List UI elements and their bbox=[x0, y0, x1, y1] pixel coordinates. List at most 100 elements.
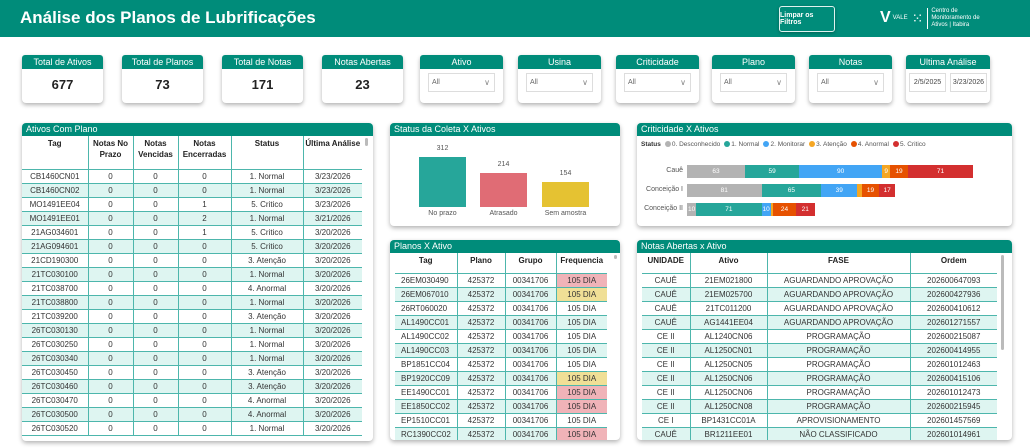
table-row[interactable]: 21AG094601 0 0 0 5. Critico 3/20/2026 bbox=[22, 239, 362, 254]
table-row[interactable]: 26EM067010 425372 00341706 105 DIA bbox=[395, 287, 607, 302]
table-row[interactable]: 21TC038800 0 0 0 1. Normal 3/20/2026 bbox=[22, 295, 362, 310]
table-row[interactable]: 26TC030470 0 0 0 4. Anormal 3/20/2026 bbox=[22, 393, 362, 408]
filter-dropdown[interactable]: All ∨ bbox=[720, 73, 787, 92]
bar-segment[interactable]: 71 bbox=[907, 165, 974, 178]
table-row[interactable]: CE II AL1240CN06 PROGRAMAÇÃO 202600215087 bbox=[642, 329, 997, 344]
column-header[interactable]: FASE bbox=[767, 253, 911, 274]
bar-segment[interactable]: 24 bbox=[773, 203, 796, 216]
table-row[interactable]: BP1920CC09 425372 00341706 105 DIA bbox=[395, 371, 607, 386]
table-row[interactable]: EP1510CC01 425372 00341706 105 DIA bbox=[395, 413, 607, 428]
bar-segment[interactable]: 90 bbox=[799, 165, 883, 178]
bar-1[interactable] bbox=[480, 172, 527, 207]
bar-segment[interactable] bbox=[857, 184, 862, 197]
table-row[interactable]: AL1490CC01 425372 00341706 105 DIA bbox=[395, 315, 607, 330]
bar-segment[interactable]: 9 bbox=[882, 165, 891, 178]
legend-item[interactable]: 5. Critico bbox=[892, 141, 926, 148]
table-row[interactable]: CAUÊ BR1211EE01 NÃO CLASSIFICADO 2026010149… bbox=[642, 427, 997, 440]
table-row[interactable]: CAUÊ 21TC011200 AGUARDANDO APROVAÇÃO 202600… bbox=[642, 301, 997, 316]
table-row[interactable]: 26TC030500 0 0 0 4. Anormal 3/20/2026 bbox=[22, 407, 362, 422]
column-header[interactable]: Última Análise bbox=[303, 136, 362, 170]
bar-segment[interactable]: 19 bbox=[890, 165, 908, 178]
bar-segment[interactable]: 65 bbox=[761, 184, 822, 197]
legend-item[interactable]: 2. Monitorar bbox=[763, 141, 805, 148]
filter-dropdown[interactable]: All ∨ bbox=[526, 73, 593, 92]
scrollbar[interactable] bbox=[1001, 255, 1004, 350]
table-row[interactable]: 21AG034601 0 0 1 5. Critico 3/20/2026 bbox=[22, 225, 362, 240]
clear-filters-button[interactable]: Limpar os Filtros bbox=[779, 6, 835, 32]
bar-segment[interactable]: 21 bbox=[795, 203, 815, 216]
table-row[interactable]: EE1490CC01 425372 00341706 105 DIA bbox=[395, 385, 607, 400]
filter-dropdown[interactable]: All ∨ bbox=[817, 73, 884, 92]
scrollbar[interactable] bbox=[365, 138, 368, 146]
legend-item[interactable]: 4. Anormal bbox=[850, 141, 889, 148]
table-cell: 0 bbox=[88, 421, 134, 436]
table-cell: 202600647093 bbox=[910, 273, 997, 288]
bar-segment[interactable]: 39 bbox=[821, 184, 858, 197]
bar-segment[interactable]: 63 bbox=[687, 165, 745, 178]
legend-item[interactable]: 3. Atenção bbox=[809, 141, 847, 148]
kpi-value: 23 bbox=[355, 77, 370, 92]
column-header[interactable]: Ativo bbox=[690, 253, 768, 274]
legend-item[interactable]: 0. Desconhecido bbox=[664, 141, 720, 148]
bar-2[interactable] bbox=[542, 182, 589, 207]
table-row[interactable]: CE II AL1250CN05 PROGRAMAÇÃO 202601012463 bbox=[642, 357, 997, 372]
column-header[interactable]: Notas Vencidas bbox=[133, 136, 179, 170]
table-row[interactable]: CE II AL1250CN08 PROGRAMAÇÃO 202600215945 bbox=[642, 399, 997, 414]
bar-segment[interactable]: 10 bbox=[687, 203, 697, 216]
scrollbar[interactable] bbox=[614, 255, 617, 259]
end-date-input[interactable]: 3/23/2026 bbox=[950, 73, 987, 92]
table-row[interactable]: 26RT060020 425372 00341706 105 DIA bbox=[395, 301, 607, 316]
column-header[interactable]: Plano bbox=[457, 253, 506, 274]
column-header[interactable]: Tag bbox=[22, 136, 89, 170]
table-row[interactable]: MO1491EE04 0 0 1 5. Critico 3/23/2026 bbox=[22, 197, 362, 212]
table-row[interactable]: 26TC030250 0 0 0 1. Normal 3/20/2026 bbox=[22, 337, 362, 352]
table-row[interactable]: EE1850CC02 425372 00341706 105 DIA bbox=[395, 399, 607, 414]
column-header[interactable]: Notas No Prazo bbox=[88, 136, 134, 170]
table-row[interactable]: CAUÊ 21EM025700 AGUARDANDO APROVAÇÃO 202600… bbox=[642, 287, 997, 302]
start-date-input[interactable]: 2/5/2025 bbox=[909, 73, 946, 92]
table-row[interactable]: AL1490CC02 425372 00341706 105 DIA bbox=[395, 329, 607, 344]
table-row[interactable]: BP1851CC04 425372 00341706 105 DIA bbox=[395, 357, 607, 372]
table-row[interactable]: CE II AL1250CN06 PROGRAMAÇÃO 202601012473 bbox=[642, 385, 997, 400]
bar-segment[interactable]: 19 bbox=[861, 184, 880, 197]
column-header[interactable]: Status bbox=[231, 136, 304, 170]
table-row[interactable]: CAUÊ AG1441EE04 AGUARDANDO APROVAÇÃO 202601… bbox=[642, 315, 997, 330]
table-row[interactable]: 26TC030520 0 0 0 1. Normal 3/20/2026 bbox=[22, 421, 362, 436]
table-row[interactable]: MO1491EE01 0 0 2 1. Normal 3/21/2026 bbox=[22, 211, 362, 226]
column-header[interactable]: Ordem bbox=[910, 253, 997, 274]
bar-segment[interactable]: 10 bbox=[761, 203, 771, 216]
filter-dropdown[interactable]: All ∨ bbox=[624, 73, 691, 92]
table-row[interactable]: AL1490CC03 425372 00341706 105 DIA bbox=[395, 343, 607, 358]
legend-item[interactable]: 1. Normal bbox=[724, 141, 759, 148]
table-row[interactable]: 26TC030460 0 0 0 3. Atenção 3/20/2026 bbox=[22, 379, 362, 394]
table-row[interactable]: 21CD190300 0 0 0 3. Atenção 3/20/2026 bbox=[22, 253, 362, 268]
table-row[interactable]: 26EM030490 425372 00341706 105 DIA bbox=[395, 273, 607, 288]
bar-segment[interactable]: 71 bbox=[696, 203, 762, 216]
table-row[interactable]: 21TC038700 0 0 0 4. Anormal 3/20/2026 bbox=[22, 281, 362, 296]
column-header[interactable]: Grupo bbox=[505, 253, 557, 274]
column-header[interactable]: UNIDADE bbox=[642, 253, 691, 274]
table-row[interactable]: CAUÊ 21EM021800 AGUARDANDO APROVAÇÃO 202600… bbox=[642, 273, 997, 288]
bar-0[interactable] bbox=[419, 157, 466, 207]
table-row[interactable]: CB1460CN01 0 0 0 1. Normal 3/23/2026 bbox=[22, 169, 362, 184]
table-row[interactable]: CE II AL1250CN06 PROGRAMAÇÃO 202600415106 bbox=[642, 371, 997, 386]
table-row[interactable]: 26TC030340 0 0 0 1. Normal 3/20/2026 bbox=[22, 351, 362, 366]
bar-segment[interactable]: 81 bbox=[687, 184, 762, 197]
table-row[interactable]: 26TC030450 0 0 0 3. Atenção 3/20/2026 bbox=[22, 365, 362, 380]
column-header[interactable]: Notas Encerradas bbox=[178, 136, 232, 170]
table-row[interactable]: RC1390CC02 425372 00341706 105 DIA bbox=[395, 427, 607, 440]
bar-segment[interactable]: 17 bbox=[879, 184, 895, 197]
table-cell: 0 bbox=[133, 281, 179, 296]
table-row[interactable]: 26TC030130 0 0 0 1. Normal 3/20/2026 bbox=[22, 323, 362, 338]
filter-dropdown[interactable]: All ∨ bbox=[428, 73, 495, 92]
table-row[interactable]: CE II AL1250CN01 PROGRAMAÇÃO 202600414955 bbox=[642, 343, 997, 358]
bar-segment[interactable]: 59 bbox=[744, 165, 800, 178]
column-header[interactable]: Tag bbox=[395, 253, 458, 274]
table-row[interactable]: CB1460CN02 0 0 0 1. Normal 3/23/2026 bbox=[22, 183, 362, 198]
table-row[interactable]: CE I BP1431CC01A APROVISIONAMENTO 202601457… bbox=[642, 413, 997, 428]
kpi-card: Total de Notas 171 bbox=[222, 55, 303, 103]
table-row[interactable]: 21TC039200 0 0 0 3. Atenção 3/20/2026 bbox=[22, 309, 362, 324]
table-row[interactable]: 21TC030100 0 0 0 1. Normal 3/20/2026 bbox=[22, 267, 362, 282]
column-header[interactable]: Frequencia bbox=[556, 253, 607, 274]
bar-segment[interactable] bbox=[770, 203, 774, 216]
